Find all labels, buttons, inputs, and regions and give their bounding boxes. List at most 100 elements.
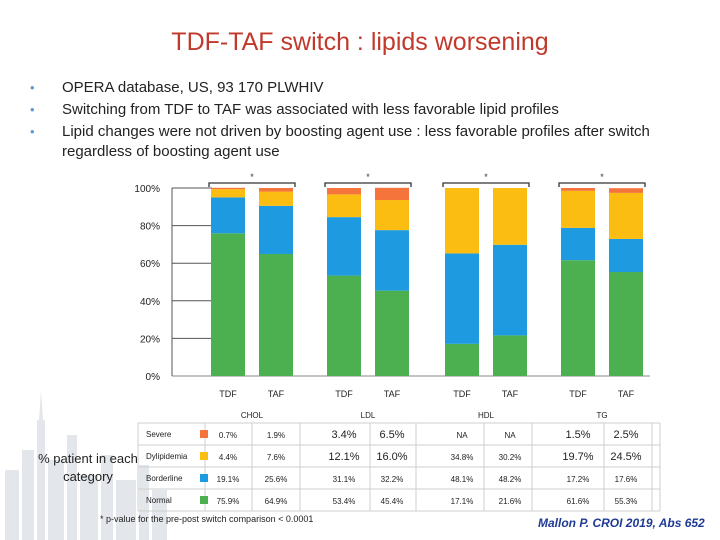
table-cell: 45.4% [381,497,404,506]
bar-segment-borderline [327,217,361,276]
bar-label: TAF [268,389,285,399]
table-cell: NA [504,431,516,440]
bar-segment-borderline [211,197,245,234]
bullet-item: • OPERA database, US, 93 170 PLWHIV [30,78,710,98]
table-cell: 34.8% [451,453,474,462]
significance-bracket [442,182,530,187]
bar-segment-normal [445,343,479,376]
bullet-dot-icon: • [30,102,35,117]
bar-segment-normal [327,275,361,376]
legend-swatch-normal [200,496,208,504]
table-cell: 75.9% [217,497,240,506]
group-label: CHOL [241,411,264,420]
y-tick-label: 60% [140,259,160,270]
table-cell: 17.1% [451,497,474,506]
bar-label: TAF [618,389,635,399]
bar-segment-severe [211,187,245,190]
table-cell: 25.6% [265,475,288,484]
legend-swatch-borderline [200,474,208,482]
y-tick-label: 40% [140,297,160,308]
bar-label: TAF [384,389,401,399]
table-cell: 61.6% [567,497,590,506]
bar-segment-severe [259,188,293,192]
bar-segment-dyslipidemia [259,191,293,206]
bullet-item: • Switching from TDF to TAF was associat… [30,100,710,120]
bar-label: TDF [219,389,237,399]
y-tick-label: 20% [140,334,160,345]
side-label: % patient in each category [38,451,138,484]
bullet-text: Switching from TDF to TAF was associated… [62,101,559,118]
bar-segment-normal [211,233,245,376]
table-cell: 53.4% [333,497,356,506]
significance-marker: * [250,172,254,182]
bar-label: TDF [335,389,353,399]
table-cell: 0.7% [219,431,237,440]
bar-segment-dyslipidemia [375,200,409,231]
table-cell: 21.6% [499,497,522,506]
group-label: TG [596,411,607,420]
bar-label: TDF [453,389,471,399]
table-cell: 48.2% [499,475,522,484]
bar-segment-borderline [375,230,409,291]
bar-label: TAF [502,389,519,399]
table-cell: 3.4% [331,429,356,441]
bar-segment-dyslipidemia [561,190,595,228]
table-row-label: Severe [146,430,172,439]
significance-bracket [558,182,646,187]
bar-segment-severe [561,188,595,191]
table-cell: 31.1% [333,475,356,484]
footnote: * p-value for the pre-post switch compar… [100,514,314,524]
table-cell: 7.6% [267,453,285,462]
table-cell: 1.9% [267,431,285,440]
bar-segment-borderline [609,238,643,273]
bar-segment-borderline [259,205,293,254]
table-cell: 6.5% [379,429,404,441]
bar-segment-dyslipidemia [211,189,245,198]
city-skyline-watermark [5,390,167,540]
bar-segment-borderline [493,244,527,336]
table-cell: 16.0% [376,451,407,463]
table-cell: 4.4% [219,453,237,462]
bar-segment-borderline [561,227,595,261]
bullet-text: Lipid changes were not driven by boostin… [62,123,650,160]
table-row-label: Normal [146,496,172,505]
legend-swatch-dyslipidemia [200,452,208,460]
bar-segment-normal [375,290,409,376]
table-cell: 17.6% [615,475,638,484]
table-cell: 12.1% [328,451,359,463]
bar-segment-dyslipidemia [493,188,527,245]
bar-segment-dyslipidemia [445,188,479,254]
y-tick-label: 100% [134,184,160,195]
bar-segment-normal [493,335,527,376]
y-tick-label: 80% [140,222,160,233]
significance-marker: * [366,172,370,182]
significance-marker: * [484,172,488,182]
table-cell: 2.5% [613,429,638,441]
table-cell: 30.2% [499,453,522,462]
table-cell: 24.5% [610,451,641,463]
bar-segment-severe [375,187,409,201]
significance-bracket [208,182,296,187]
significance-bracket [324,182,412,187]
group-label: LDL [361,411,376,420]
citation: Mallon P. CROI 2019, Abs 652 [538,516,705,530]
significance-marker: * [600,172,604,182]
group-label: HDL [478,411,495,420]
table-cell: 19.7% [562,451,593,463]
table-cell: NA [456,431,468,440]
bar-segment-borderline [445,253,479,344]
table-cell: 17.2% [567,475,590,484]
bar-segment-dyslipidemia [609,192,643,239]
table-cell: 48.1% [451,475,474,484]
bullet-text: OPERA database, US, 93 170 PLWHIV [62,79,324,96]
table-row-label: Borderline [146,474,183,483]
y-tick-label: 0% [146,372,161,383]
bar-segment-severe [327,188,361,195]
bar-label: TDF [569,389,587,399]
slide-title: TDF-TAF switch : lipids worsening [171,28,549,56]
table-row-label: Dylipidemia [146,452,188,461]
bullet-list: • OPERA database, US, 93 170 PLWHIV • Swi… [30,78,710,164]
bar-segment-normal [609,272,643,376]
table-cell: 64.9% [265,497,288,506]
